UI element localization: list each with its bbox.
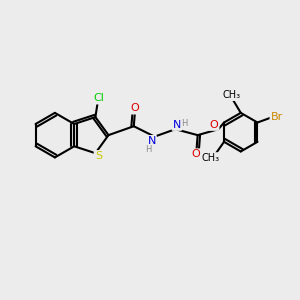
Text: Cl: Cl bbox=[93, 93, 104, 103]
Text: Br: Br bbox=[271, 112, 283, 122]
Text: N: N bbox=[147, 136, 156, 146]
Text: S: S bbox=[95, 151, 102, 161]
Text: O: O bbox=[131, 103, 140, 113]
Text: H: H bbox=[145, 145, 151, 154]
Text: CH₃: CH₃ bbox=[202, 153, 220, 163]
Text: CH₃: CH₃ bbox=[223, 90, 241, 100]
Text: N: N bbox=[173, 120, 181, 130]
Text: O: O bbox=[210, 120, 218, 130]
Text: H: H bbox=[181, 119, 188, 128]
Text: O: O bbox=[192, 149, 201, 160]
